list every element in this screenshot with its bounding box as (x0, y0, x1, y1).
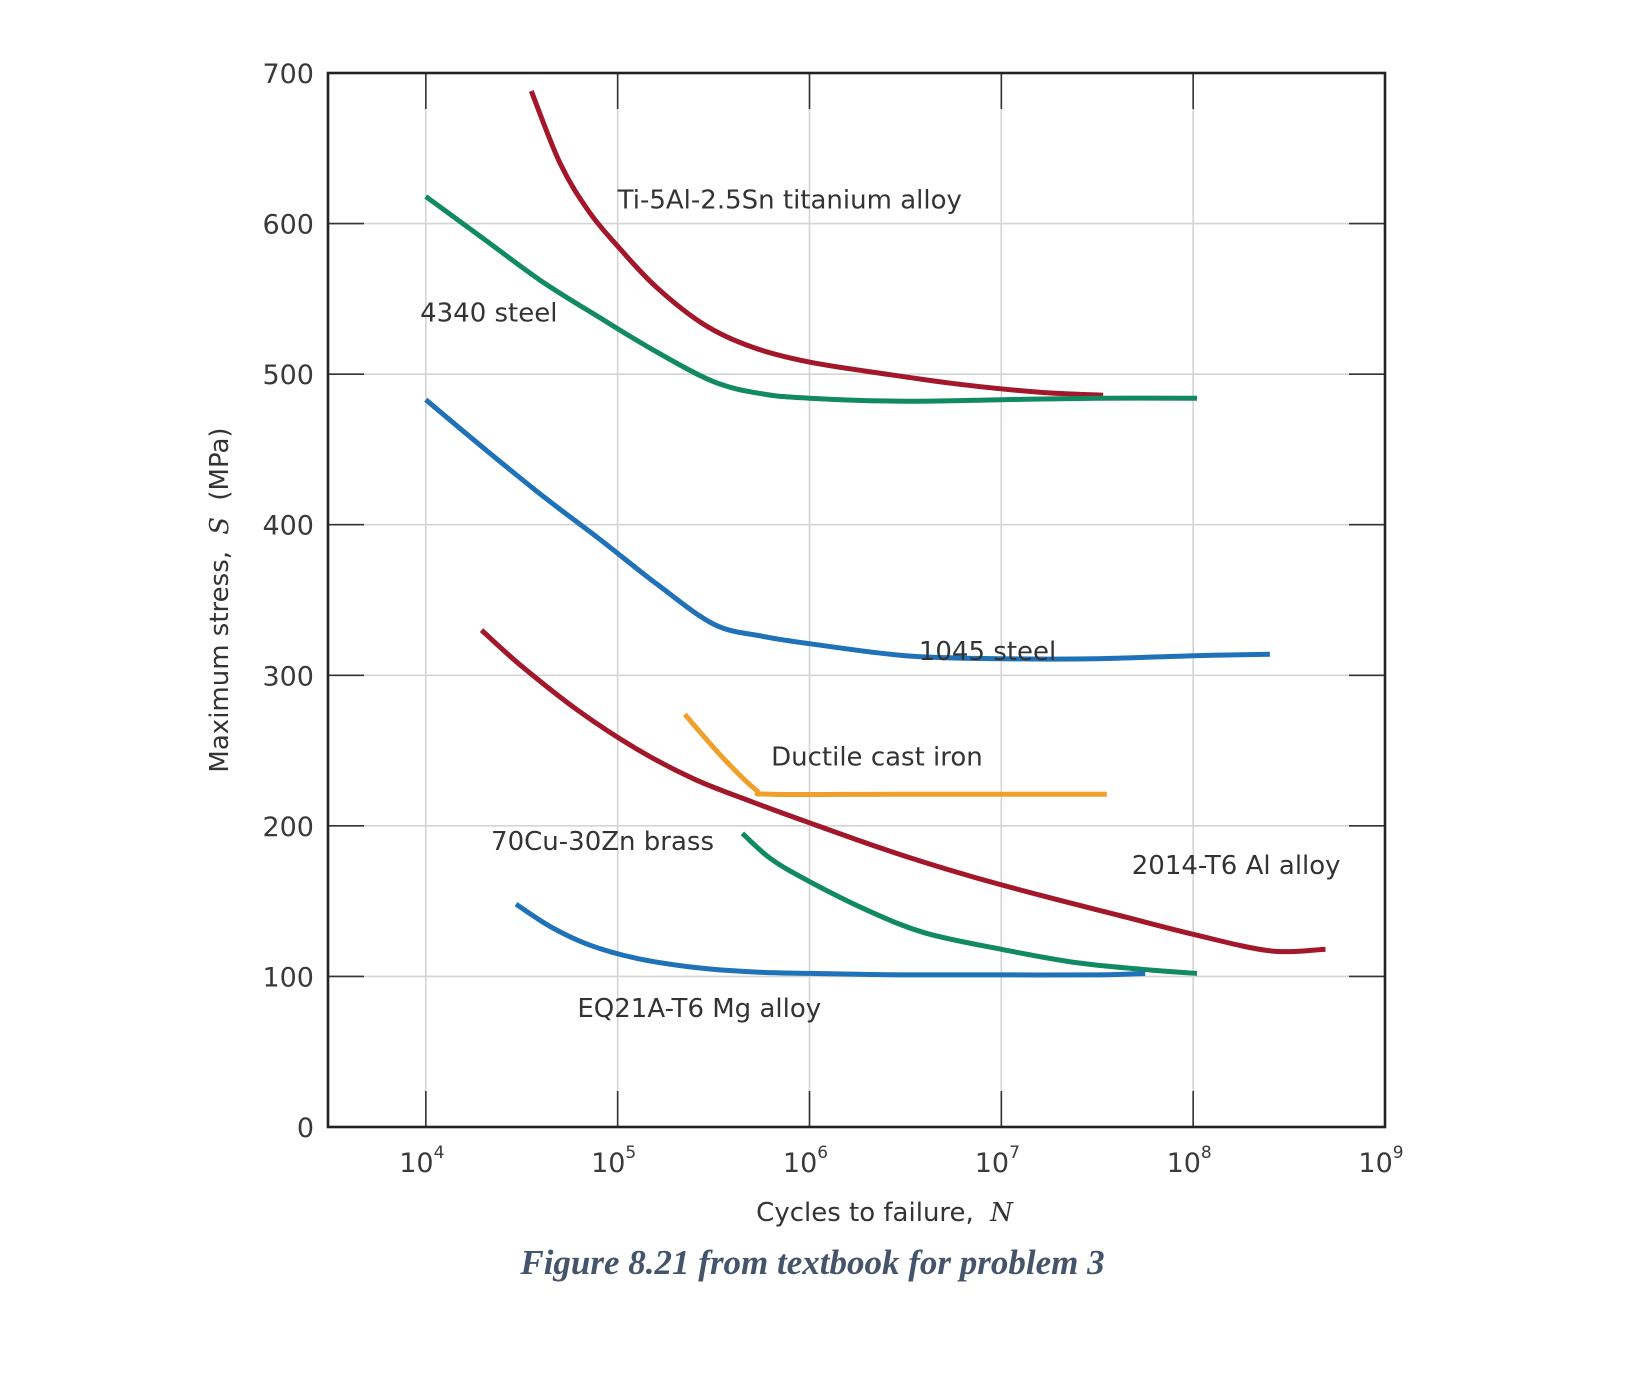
series-label-1045-steel: 1045 steel (919, 637, 1056, 667)
series-layer (424, 90, 1326, 978)
x-axis-title-text: Cycles to failure, (756, 1198, 974, 1228)
x-tick-exponent: 9 (1393, 1143, 1404, 1163)
series-line-4340-steel (424, 194, 1198, 404)
label-layer: Ti-5Al-2.5Sn titanium alloy 4340 steel 104… (420, 186, 1341, 1025)
y-tick-label: 400 (262, 511, 314, 542)
series-label-ti-5al-2-5sn-titanium-alloy: Ti-5Al-2.5Sn titanium alloy (617, 186, 962, 216)
y-axis-title-unit: (MPa) (205, 427, 235, 500)
series-label-eq21a-t6-mg-alloy: EQ21A-T6 Mg alloy (577, 994, 821, 1024)
y-axis-title: Maximum stress, S (MPa) (205, 427, 235, 772)
y-tick-label: 0 (297, 1113, 314, 1144)
plot-frame (326, 71, 1387, 1129)
x-tick-label: 107 (975, 1143, 1020, 1179)
x-tick-exponent: 4 (434, 1143, 445, 1163)
series-line-eq21a-t6-mg-alloy (514, 902, 1146, 978)
x-tick-exponent: 6 (817, 1143, 828, 1163)
y-tick-label: 300 (262, 661, 314, 692)
x-axis-title: Cycles to failure, N (756, 1198, 1014, 1228)
x-tick-base: 10 (591, 1148, 625, 1179)
figure-caption: Figure 8.21 from textbook for problem 3 (520, 1243, 1105, 1282)
x-tick-base: 10 (783, 1148, 817, 1179)
x-tick-base: 10 (1167, 1148, 1201, 1179)
x-tick-label: 108 (1167, 1143, 1212, 1179)
series-label-70cu-30zn-brass: 70Cu-30Zn brass (491, 827, 714, 857)
grid-layer (328, 73, 1385, 1127)
x-tick-exponent: 7 (1009, 1143, 1020, 1163)
series-label-2014-t6-al-alloy: 2014-T6 Al alloy (1132, 851, 1341, 881)
series-line-ductile-cast-iron (682, 712, 1107, 798)
y-tick-label: 200 (262, 812, 314, 843)
x-tick-label: 106 (783, 1143, 828, 1179)
series-label-ductile-cast-iron: Ductile cast iron (771, 743, 983, 773)
series-label-4340-steel: 4340 steel (420, 298, 557, 328)
y-axis-title-text: Maximum stress, (205, 551, 235, 773)
x-tick-base: 10 (1358, 1148, 1392, 1179)
y-tick-label: 500 (262, 360, 314, 391)
series-line-2014-t6-al-alloy (479, 628, 1326, 955)
x-tick-exponent: 5 (625, 1143, 636, 1163)
axis-title-layer: Cycles to failure, N Maximum stress, S (… (205, 427, 1014, 1228)
x-tick-label: 105 (591, 1143, 636, 1179)
x-tick-label: 104 (399, 1143, 444, 1179)
x-axis-title-symbol: N (989, 1198, 1014, 1228)
y-axis-title-symbol: S (205, 517, 235, 535)
series-line-70cu-30zn-brass (740, 831, 1198, 976)
y-tick-label: 100 (262, 962, 314, 993)
x-tick-base: 10 (399, 1148, 433, 1179)
x-tick-label: 109 (1358, 1143, 1403, 1179)
y-tick-label: 600 (262, 210, 314, 241)
series-line-ti-5al-2-5sn-titanium-alloy (528, 90, 1104, 398)
y-tick-label: 700 (262, 59, 314, 90)
x-tick-base: 10 (975, 1148, 1009, 1179)
series-line-1045-steel (424, 397, 1270, 662)
plot-frame-layer (326, 71, 1387, 1129)
x-tick-exponent: 8 (1201, 1143, 1212, 1163)
